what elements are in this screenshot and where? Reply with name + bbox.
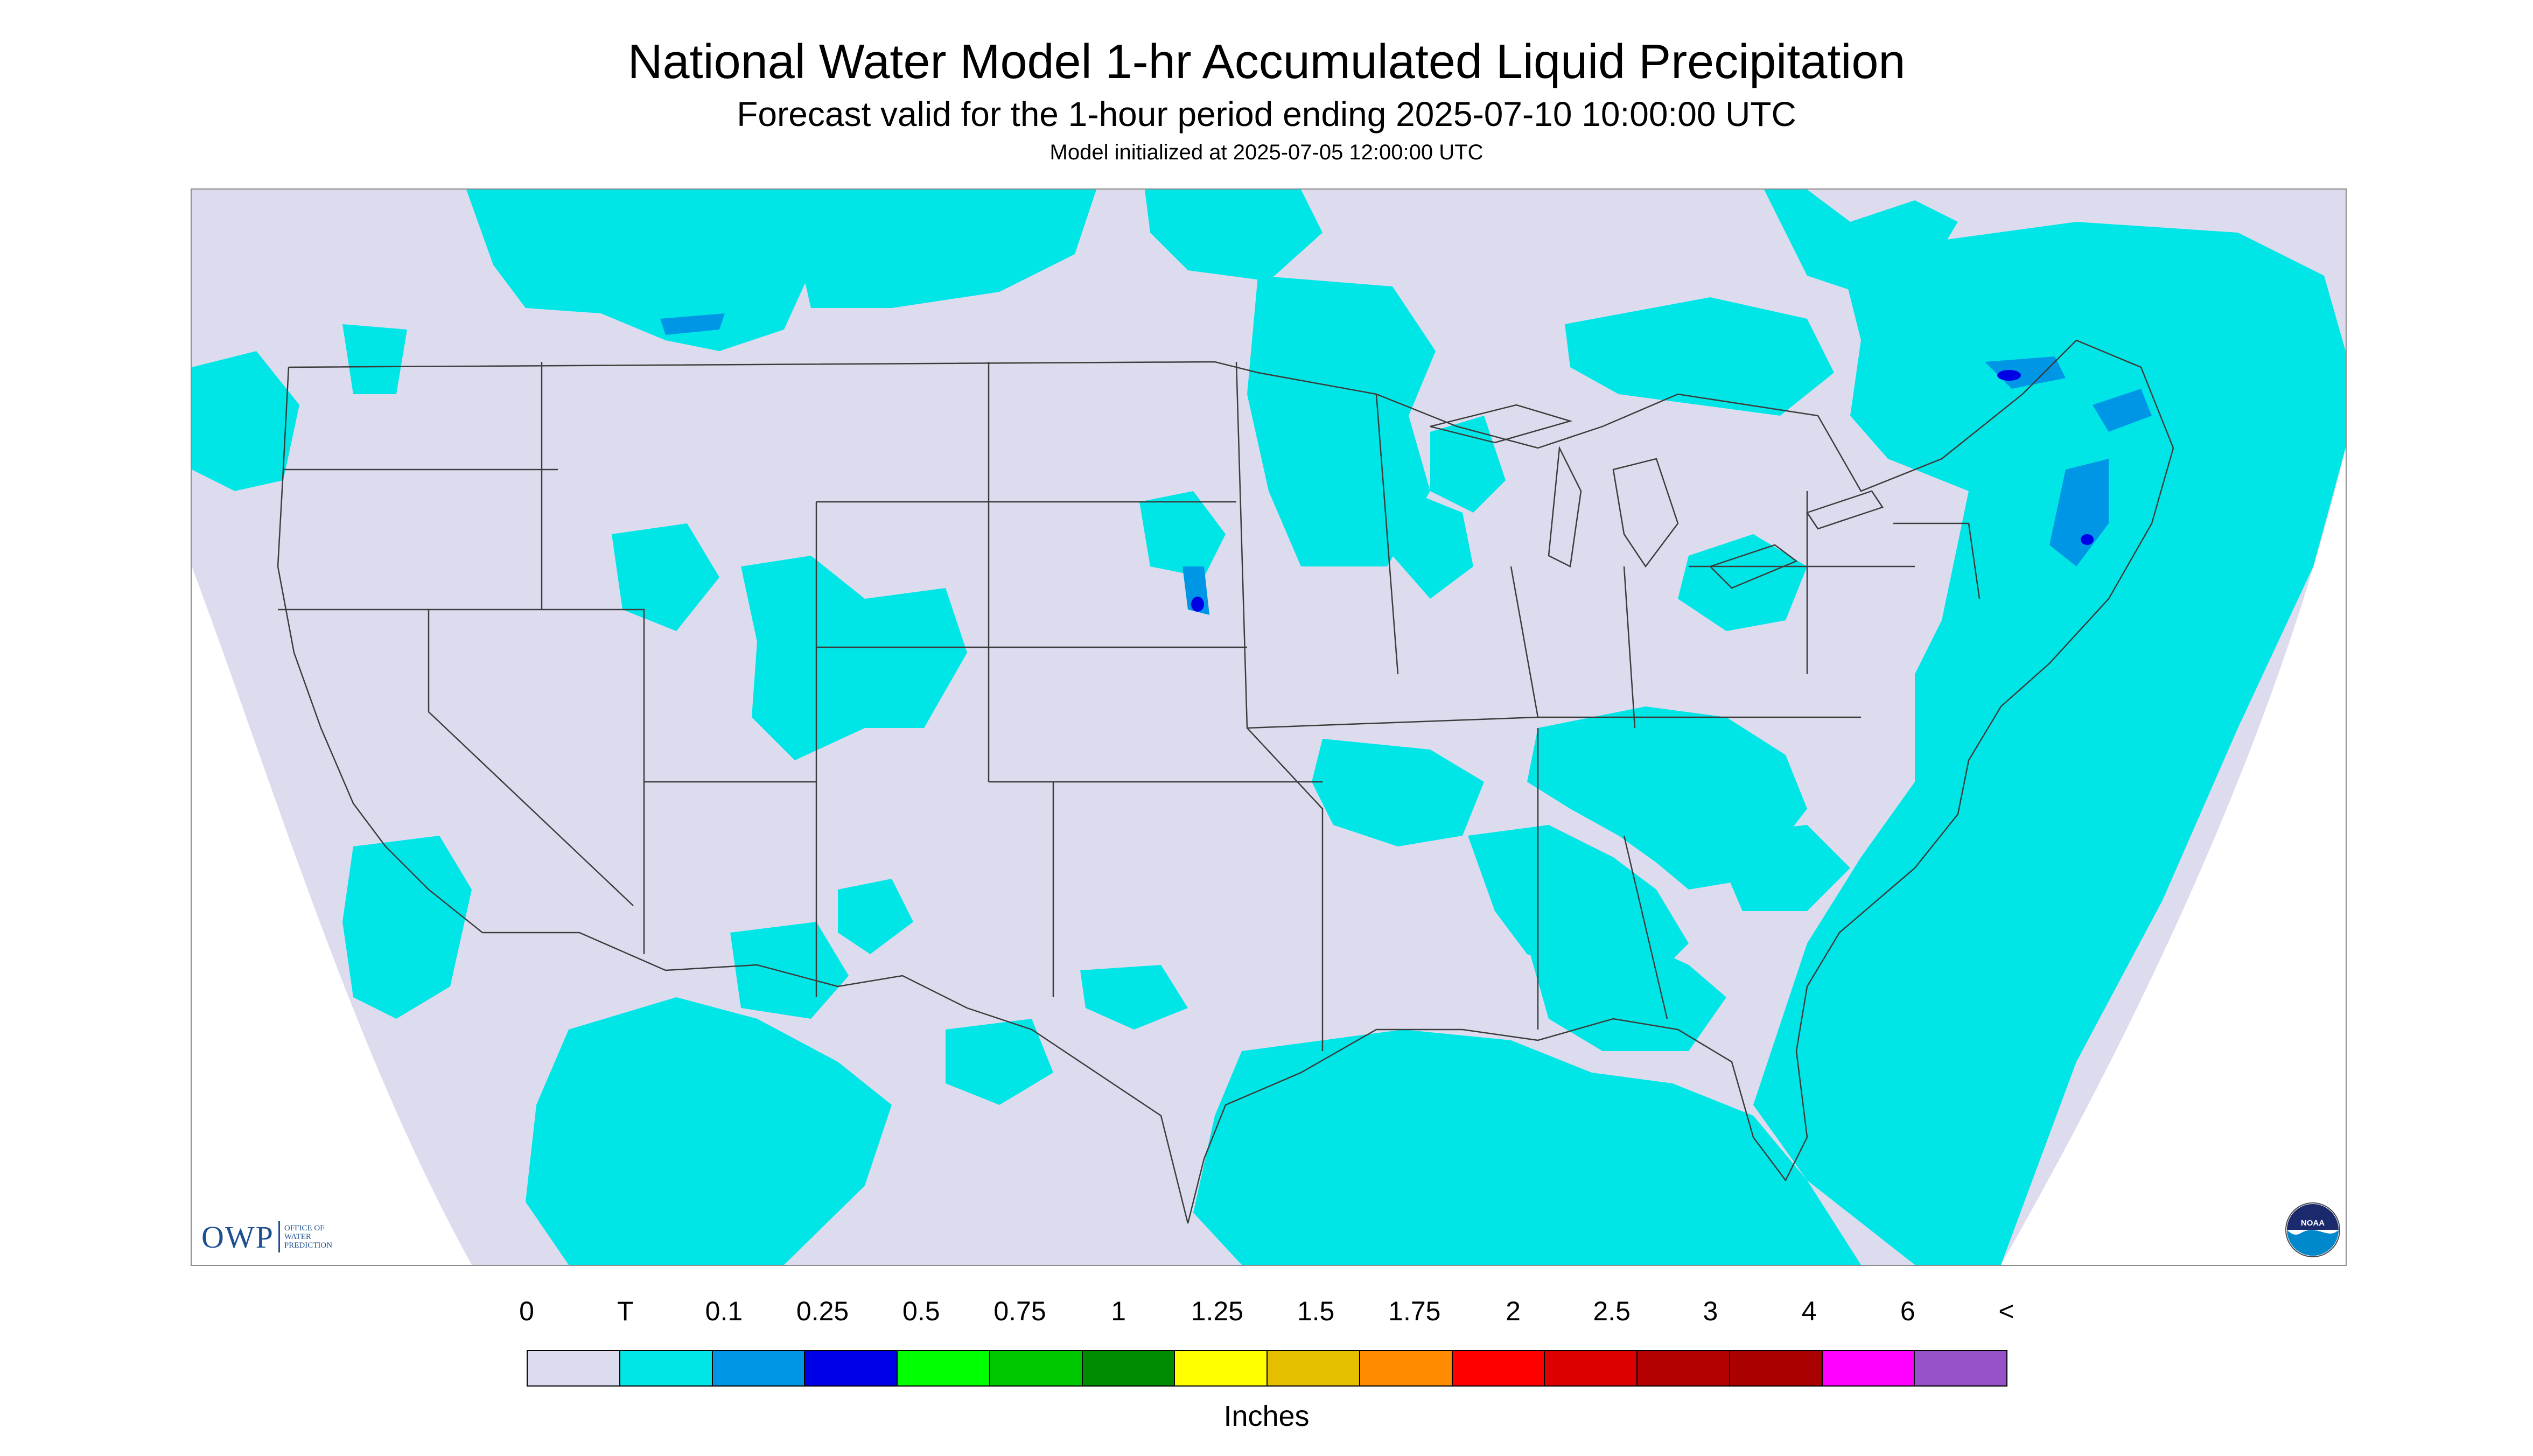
outside-domain-right [2001,448,2346,1265]
legend-swatch [1915,1351,2006,1385]
forecast-valid-subtitle: Forecast valid for the 1-hour period end… [737,95,1796,134]
owp-logo: OWP OFFICE OF WATER PREDICTION [201,1218,332,1256]
legend-swatch [1730,1351,1823,1385]
outside-domain-left [192,566,472,1265]
owp-logo-line: WATER [284,1233,311,1241]
precip-trace-areas [192,190,2346,1265]
legend-swatch [1545,1351,1638,1385]
svg-text:NOAA: NOAA [2301,1219,2325,1228]
legend-tick-label: 1.75 [1388,1296,1441,1326]
legend-tick-label: T [617,1296,634,1326]
owp-logo-text: OWP [201,1219,274,1255]
legend-tick-label: 3 [1703,1296,1718,1326]
legend-tick-label: 1.25 [1191,1296,1244,1326]
owp-logo-line: PREDICTION [284,1241,333,1250]
legend-tick-label: 4 [1801,1296,1817,1326]
legend-tick-label: 2 [1506,1296,1521,1326]
legend-tick-label: 0.5 [902,1296,940,1326]
precip-moderate-areas [1191,370,2094,612]
map-title: National Water Model 1-hr Accumulated Li… [627,35,1906,89]
legend-swatch [712,1351,806,1385]
legend-units-label: Inches [1223,1400,1310,1432]
model-init-text: Model initialized at 2025-07-05 12:00:00… [1049,141,1484,164]
legend-tick-label: 2.5 [1593,1296,1631,1326]
legend-swatch [528,1351,620,1385]
legend-tick-label: 1.5 [1297,1296,1335,1326]
color-scale-legend: 0 T 0.1 0.25 0.5 0.75 1 1.25 1.5 1.75 2 2.5 3 4 6 < [519,1295,2014,1387]
legend-tick-label: 0 [519,1296,534,1326]
owp-logo-subtext: OFFICE OF WATER PREDICTION [284,1224,332,1250]
legend-swatch [1082,1351,1175,1385]
legend-swatch [990,1351,1083,1385]
legend-tick-label: < [1998,1296,2014,1326]
legend-swatch [1638,1351,1730,1385]
precip-light-areas [660,313,2152,615]
legend-swatch [1822,1351,1915,1385]
legend-tick-label: 0.75 [993,1296,1046,1326]
owp-logo-line: OFFICE OF [284,1224,325,1233]
legend-tick-label: 0.1 [705,1296,743,1326]
legend-swatch [1175,1351,1268,1385]
legend-swatch [1360,1351,1453,1385]
noaa-logo-icon: NOAA [2285,1202,2341,1258]
legend-swatch [620,1351,713,1385]
legend-swatch [1268,1351,1360,1385]
boundary-lines [277,339,2174,1224]
legend-swatch [898,1351,990,1385]
legend-tick-label: 6 [1900,1296,1915,1326]
legend-swatch [1452,1351,1545,1385]
legend-tick-label: 0.25 [796,1296,849,1326]
precipitation-map: OWP OFFICE OF WATER PREDICTION NOAA [191,188,2347,1266]
legend-color-bar [527,1350,2007,1387]
legend-swatch [805,1351,898,1385]
legend-tick-label: 1 [1111,1296,1126,1326]
owp-logo-separator [278,1221,280,1252]
map-canvas [192,190,2346,1265]
